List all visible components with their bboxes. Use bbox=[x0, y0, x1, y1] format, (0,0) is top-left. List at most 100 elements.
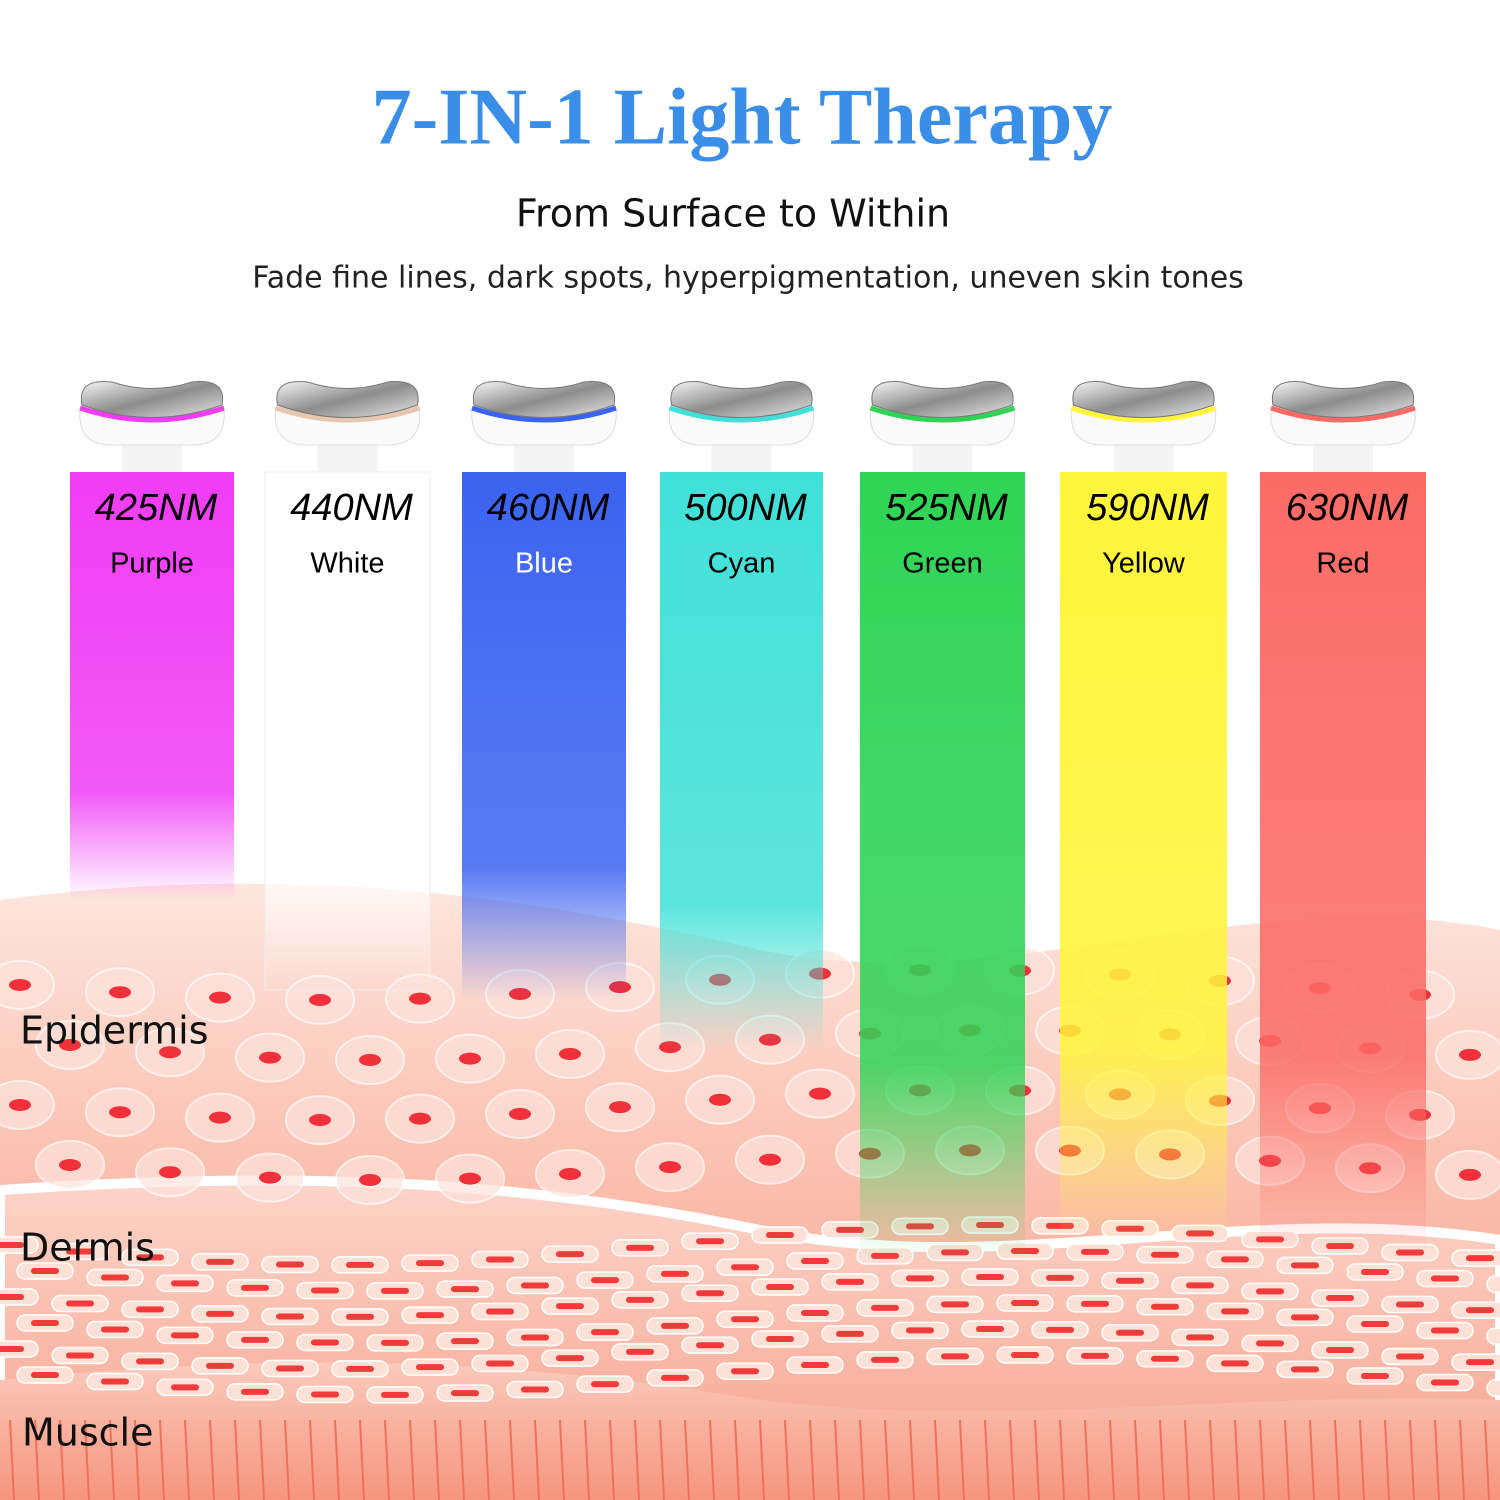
nucleus bbox=[1459, 1048, 1481, 1061]
fiber-core bbox=[416, 1260, 444, 1267]
fiber-core bbox=[801, 1257, 829, 1264]
nucleus bbox=[609, 1101, 631, 1114]
muscle-fiber bbox=[159, 1419, 165, 1500]
color-name: Green bbox=[902, 548, 983, 580]
fiber-core bbox=[136, 1254, 164, 1261]
nucleus bbox=[159, 1046, 181, 1059]
nucleus bbox=[409, 992, 431, 1005]
fiber-core bbox=[171, 1280, 199, 1287]
muscle-fiber bbox=[1309, 1419, 1315, 1500]
fiber-core bbox=[801, 1309, 829, 1316]
title: 7-IN-1 Light Therapy bbox=[372, 73, 1113, 161]
wavelength: 440NM bbox=[290, 487, 413, 529]
muscle-fiber bbox=[1059, 1419, 1065, 1500]
wavelength: 590NM bbox=[1086, 487, 1209, 529]
fiber-core bbox=[766, 1283, 794, 1290]
muscle-fiber bbox=[1184, 1419, 1190, 1500]
wavelength: 525NM bbox=[885, 487, 1008, 529]
nucleus bbox=[509, 1107, 531, 1120]
fiber-core bbox=[871, 1356, 899, 1363]
wavelength: 425NM bbox=[95, 487, 218, 529]
muscle-fiber bbox=[459, 1419, 465, 1500]
muscle-fiber bbox=[634, 1419, 640, 1500]
light-beam bbox=[660, 472, 823, 1050]
muscle-fiber bbox=[1034, 1419, 1040, 1500]
fiber-core bbox=[451, 1286, 479, 1293]
muscle-fiber bbox=[359, 1419, 365, 1500]
fiber-core bbox=[556, 1355, 584, 1362]
muscle-fiber bbox=[734, 1419, 740, 1500]
fiber-core bbox=[626, 1296, 654, 1303]
fiber-core bbox=[311, 1287, 339, 1294]
device-ring bbox=[1270, 405, 1416, 423]
nucleus bbox=[309, 1113, 331, 1126]
layer-label: Epidermis bbox=[20, 1009, 209, 1053]
fiber-core bbox=[1221, 1256, 1249, 1263]
fiber-core bbox=[556, 1303, 584, 1310]
muscle-fiber bbox=[384, 1419, 390, 1500]
fiber-core bbox=[1361, 1373, 1389, 1380]
muscle-fiber bbox=[1159, 1419, 1165, 1500]
fiber-core bbox=[346, 1313, 374, 1320]
fiber-core bbox=[661, 1322, 689, 1329]
color-name: White bbox=[310, 548, 384, 580]
fiber-core bbox=[0, 1242, 24, 1248]
device-head bbox=[80, 380, 224, 418]
fiber-core bbox=[31, 1268, 59, 1274]
muscle-fiber bbox=[1109, 1419, 1115, 1500]
fiber-core bbox=[1396, 1353, 1424, 1360]
fiber-core bbox=[1466, 1255, 1494, 1262]
fiber-core bbox=[451, 1390, 479, 1397]
muscle-fiber bbox=[484, 1419, 490, 1500]
fiber-core bbox=[1151, 1251, 1179, 1258]
fiber-core bbox=[591, 1329, 619, 1336]
fiber-core bbox=[451, 1338, 479, 1345]
fiber-core bbox=[1081, 1248, 1109, 1255]
nucleus bbox=[209, 1111, 231, 1124]
nucleus bbox=[459, 1052, 481, 1065]
fiber-core bbox=[1186, 1334, 1214, 1341]
fiber-core bbox=[661, 1374, 689, 1381]
muscle-fiber bbox=[834, 1419, 840, 1500]
nucleus bbox=[259, 1051, 281, 1064]
color-name: Blue bbox=[515, 548, 573, 580]
fiber-core bbox=[276, 1365, 304, 1372]
fiber-core bbox=[871, 1304, 899, 1311]
fiber-core bbox=[136, 1306, 164, 1313]
fiber-core bbox=[941, 1301, 969, 1308]
muscle-fiber bbox=[959, 1419, 965, 1500]
fiber-core bbox=[1256, 1288, 1284, 1295]
fiber-core bbox=[1466, 1307, 1494, 1314]
fiber-core bbox=[381, 1391, 409, 1398]
nucleus bbox=[159, 1166, 181, 1179]
subtitle: From Surface to Within bbox=[516, 192, 950, 236]
muscle-fiber bbox=[1459, 1419, 1465, 1500]
fiber-core bbox=[0, 1346, 24, 1352]
muscle-fiber bbox=[34, 1419, 40, 1500]
muscle-fiber bbox=[809, 1419, 815, 1500]
muscle-fiber bbox=[334, 1419, 340, 1500]
fiber-core bbox=[171, 1384, 199, 1391]
fiber-core bbox=[381, 1339, 409, 1346]
device-ring bbox=[1070, 405, 1217, 423]
fiber-core bbox=[1431, 1379, 1459, 1386]
muscle-fiber bbox=[609, 1419, 615, 1500]
nucleus bbox=[259, 1171, 281, 1184]
fiber bbox=[1486, 1327, 1500, 1345]
tagline: Fade fine lines, dark spots, hyperpigmen… bbox=[252, 261, 1244, 296]
muscle-fiber bbox=[209, 1419, 215, 1500]
fiber-core bbox=[976, 1274, 1004, 1281]
fiber-core bbox=[626, 1348, 654, 1355]
device-ring bbox=[79, 405, 225, 423]
nucleus bbox=[59, 1159, 81, 1171]
fiber-core bbox=[1256, 1340, 1284, 1347]
fiber-core bbox=[136, 1358, 164, 1365]
fiber-core bbox=[906, 1275, 934, 1282]
fiber-core bbox=[171, 1332, 199, 1339]
wavelength: 630NM bbox=[1286, 487, 1409, 529]
nucleus bbox=[1459, 1168, 1481, 1181]
fiber-core bbox=[1116, 1277, 1144, 1284]
fiber-core bbox=[521, 1334, 549, 1341]
fiber-core bbox=[836, 1278, 864, 1285]
